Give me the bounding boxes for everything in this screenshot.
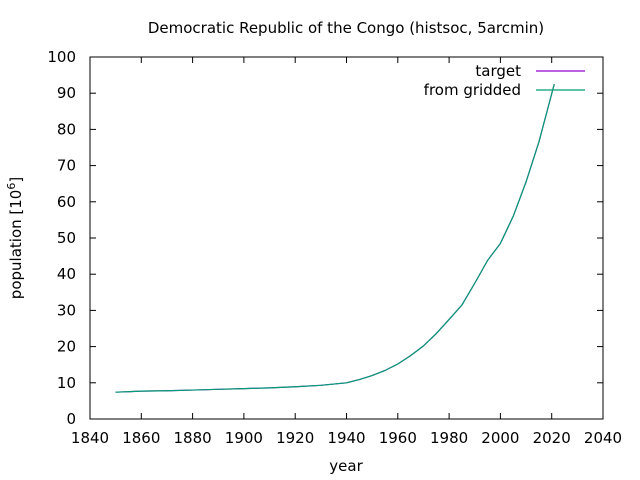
y-axis-label-close: ]: [7, 177, 25, 183]
x-tick-label: 1880: [174, 429, 212, 447]
y-axis-label-exponent: 6: [5, 183, 18, 190]
x-tick-label: 1900: [225, 429, 263, 447]
y-tick-label: 70: [57, 157, 76, 175]
plot-frame: [89, 56, 604, 420]
x-tick-label: 2000: [481, 429, 519, 447]
y-tick-label: 80: [57, 120, 76, 138]
y-tick-label: 100: [47, 48, 76, 66]
x-tick-label: 1920: [276, 429, 314, 447]
x-axis-label: year: [329, 457, 363, 475]
legend-label-from-gridded: from gridded: [424, 81, 521, 99]
legend-label-target: target: [475, 62, 521, 80]
y-axis-label: population [106]: [5, 177, 25, 299]
y-tick-label: 0: [66, 410, 76, 428]
y-tick-label: 90: [57, 84, 76, 102]
x-tick-label: 1940: [327, 429, 365, 447]
tick-labels: 1840 1860 1880 1900 1920 1940 1960 1980 2000 2020…: [47, 48, 622, 447]
x-tick-label: 1840: [71, 429, 109, 447]
series-line-from-gridded: [115, 83, 555, 393]
legend: target from gridded: [424, 62, 585, 99]
y-tick-label: 20: [57, 338, 76, 356]
chart-title: Democratic Republic of the Congo (histso…: [148, 19, 544, 37]
y-tick-label: 50: [57, 229, 76, 247]
series-line-target: [115, 83, 555, 393]
y-tick-label: 30: [57, 301, 76, 319]
x-tick-label: 1980: [430, 429, 468, 447]
y-tick-label: 10: [57, 374, 76, 392]
axis-ticks: [89, 56, 604, 420]
series-lines: [115, 83, 555, 393]
x-tick-label: 2020: [533, 429, 571, 447]
y-tick-label: 40: [57, 265, 76, 283]
x-tick-label: 2040: [584, 429, 622, 447]
x-tick-label: 1960: [379, 429, 417, 447]
y-tick-label: 60: [57, 193, 76, 211]
x-tick-label: 1860: [122, 429, 160, 447]
y-axis-label-main: population [10: [7, 190, 25, 300]
